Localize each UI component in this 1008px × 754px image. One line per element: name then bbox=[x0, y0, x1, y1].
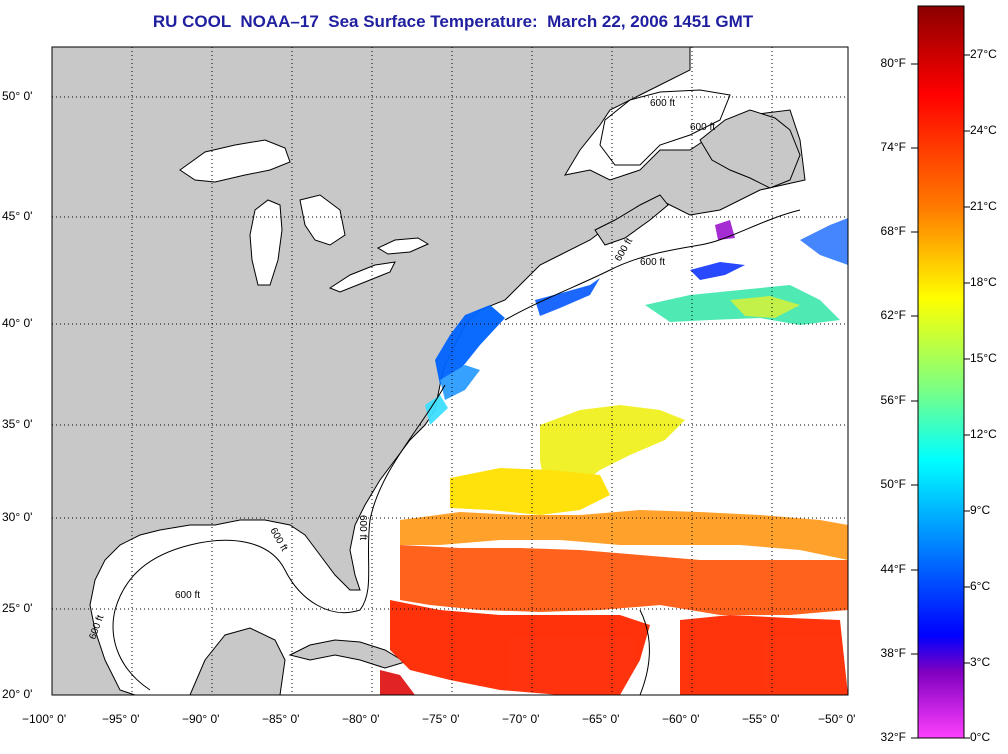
lon-label: −100° 0' bbox=[22, 712, 67, 726]
lat-label: 45° 0' bbox=[2, 209, 33, 223]
lake-erie bbox=[328, 261, 396, 293]
celsius-tick-label: 0°C bbox=[970, 730, 991, 744]
colorbar bbox=[917, 5, 965, 739]
contour-label: 600 ft bbox=[640, 257, 665, 268]
lon-label: −80° 0' bbox=[342, 712, 380, 726]
lake-superior bbox=[179, 139, 291, 183]
lon-label: −70° 0' bbox=[502, 712, 540, 726]
contour-label: 600 ft bbox=[650, 98, 675, 109]
fahrenheit-tick-label: 44°F bbox=[880, 562, 906, 576]
celsius-tick-label: 18°C bbox=[970, 275, 997, 289]
celsius-tick-label: 3°C bbox=[970, 655, 991, 669]
celsius-tick-label: 9°C bbox=[970, 503, 991, 517]
plot-frame bbox=[51, 46, 849, 696]
land-nova-scotia bbox=[594, 194, 669, 246]
lat-label: 20° 0' bbox=[2, 687, 33, 701]
lake-ontario bbox=[376, 237, 430, 255]
gulf-st-lawrence bbox=[599, 89, 731, 166]
fahrenheit-tick-label: 32°F bbox=[880, 730, 906, 744]
contour-label: 600 ft bbox=[690, 122, 715, 133]
map-title: RU COOL NOAA–17 Sea Surface Temperature:… bbox=[152, 12, 754, 31]
celsius-tick-label: 21°C bbox=[970, 199, 997, 213]
lat-label: 25° 0' bbox=[2, 601, 33, 615]
gulf-shelf bbox=[639, 609, 650, 695]
lat-label: 30° 0' bbox=[2, 510, 33, 524]
lake-huron bbox=[299, 194, 346, 246]
lat-label: 50° 0' bbox=[2, 89, 33, 103]
fahrenheit-tick-label: 62°F bbox=[880, 308, 906, 322]
celsius-tick-label: 6°C bbox=[970, 579, 991, 593]
lake-michigan bbox=[249, 199, 283, 286]
fahrenheit-tick-label: 80°F bbox=[880, 56, 906, 70]
fahrenheit-tick-label: 56°F bbox=[880, 393, 906, 407]
celsius-tick-label: 12°C bbox=[970, 427, 997, 441]
lon-label: −90° 0' bbox=[182, 712, 220, 726]
lon-label: −60° 0' bbox=[662, 712, 700, 726]
celsius-tick-label: 27°C bbox=[970, 47, 997, 61]
graticule bbox=[52, 47, 848, 695]
contour-label: 600 ft bbox=[357, 515, 368, 540]
lat-label: 35° 0' bbox=[2, 417, 33, 431]
lon-label: −85° 0' bbox=[262, 712, 300, 726]
fahrenheit-tick-label: 74°F bbox=[880, 140, 906, 154]
lon-label: −50° 0' bbox=[818, 712, 856, 726]
fahrenheit-tick-label: 50°F bbox=[880, 477, 906, 491]
depth-contour-north bbox=[504, 209, 801, 321]
land-yucatan bbox=[189, 627, 286, 695]
fahrenheit-tick-label: 68°F bbox=[880, 224, 906, 238]
land-newfoundland bbox=[699, 109, 801, 189]
lat-label: 40° 0' bbox=[2, 316, 33, 330]
celsius-tick-label: 15°C bbox=[970, 351, 997, 365]
celsius-tick-label: 24°C bbox=[970, 123, 997, 137]
lon-label: −95° 0' bbox=[102, 712, 140, 726]
lon-label: −65° 0' bbox=[582, 712, 620, 726]
lon-label: −55° 0' bbox=[742, 712, 780, 726]
contour-label: 600 ft bbox=[175, 590, 200, 601]
sst-data-layer bbox=[380, 218, 848, 695]
depth-contour bbox=[112, 384, 446, 691]
lon-label: −75° 0' bbox=[422, 712, 460, 726]
fahrenheit-tick-label: 38°F bbox=[880, 646, 906, 660]
